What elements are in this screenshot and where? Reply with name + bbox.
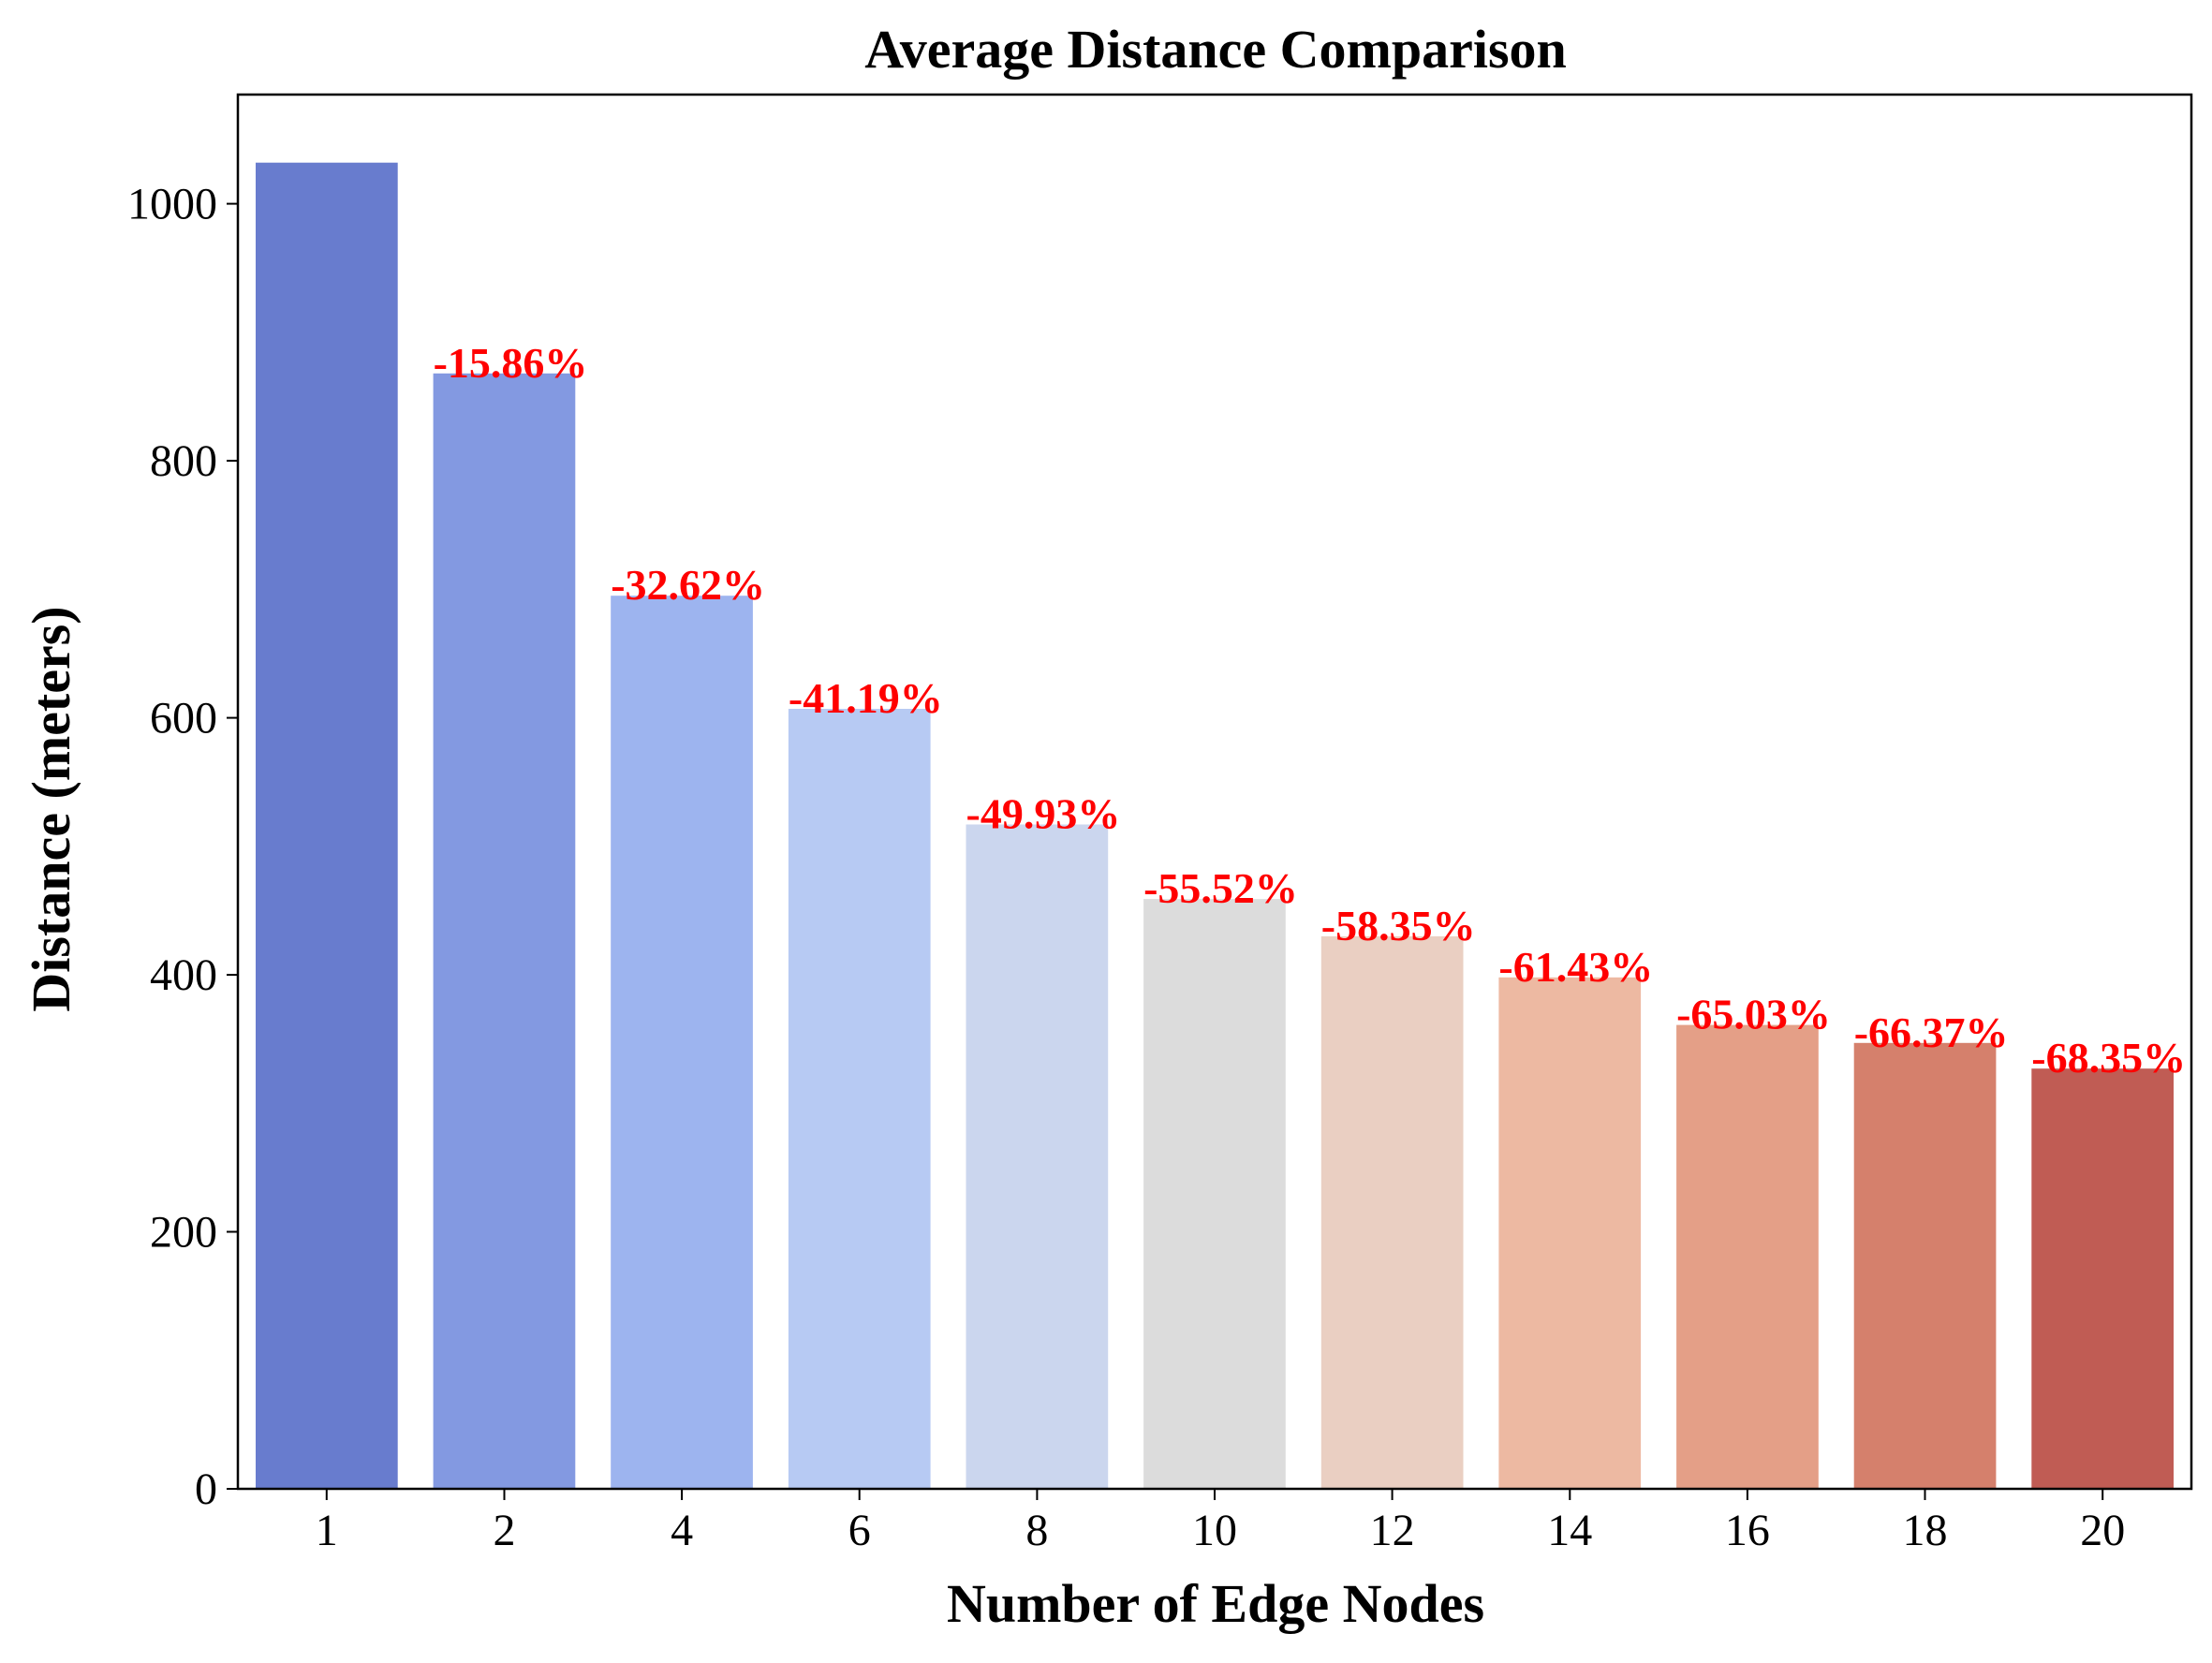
data-label-14: -61.43% — [1498, 943, 1653, 991]
x-tick-label-16: 16 — [1725, 1506, 1770, 1555]
x-tick-label-18: 18 — [1903, 1506, 1948, 1555]
bar-16 — [1676, 1024, 1819, 1489]
y-tick-label-400: 400 — [150, 950, 217, 1000]
bar-14 — [1498, 977, 1642, 1489]
x-tick-label-1: 1 — [316, 1506, 338, 1555]
data-label-4: -32.62% — [611, 561, 765, 609]
x-tick-label-12: 12 — [1370, 1506, 1415, 1555]
data-label-20: -68.35% — [2031, 1034, 2186, 1082]
data-label-18: -66.37% — [1854, 1008, 2009, 1056]
x-tick-label-2: 2 — [494, 1506, 516, 1555]
x-tick-label-20: 20 — [2080, 1506, 2125, 1555]
x-tick-label-10: 10 — [1192, 1506, 1237, 1555]
y-tick-label-0: 0 — [195, 1464, 217, 1514]
y-tick-label-800: 800 — [150, 436, 217, 486]
data-label-8: -49.93% — [966, 790, 1121, 838]
bar-6 — [788, 709, 931, 1489]
bar-2 — [433, 373, 576, 1489]
bars-layer — [256, 162, 2174, 1490]
y-axis-title: Distance (meters) — [21, 606, 81, 1011]
data-labels-layer: -15.86% -32.62% -41.19% -49.93% -55.52% -58.3… — [434, 339, 2187, 1082]
chart-title: Average Distance Comparison — [864, 19, 1567, 80]
data-label-2: -15.86% — [434, 339, 588, 387]
data-label-6: -41.19% — [789, 674, 943, 722]
x-tick-label-4: 4 — [671, 1506, 693, 1555]
data-label-12: -58.35% — [1321, 902, 1476, 949]
bar-12 — [1320, 935, 1464, 1489]
x-tick-label-6: 6 — [848, 1506, 871, 1555]
x-tick-label-14: 14 — [1547, 1506, 1592, 1555]
bar-20 — [2031, 1068, 2174, 1489]
bar-4 — [611, 596, 753, 1489]
bar-18 — [1853, 1042, 1997, 1489]
y-tick-label-1000: 1000 — [127, 180, 217, 229]
y-tick-label-600: 600 — [150, 694, 217, 743]
x-axis-title: Number of Edge Nodes — [947, 1573, 1484, 1634]
y-tick-label-200: 200 — [150, 1208, 217, 1258]
plot-frame — [236, 93, 2193, 1491]
data-label-10: -55.52% — [1143, 864, 1298, 912]
bar-8 — [966, 824, 1109, 1489]
x-tick-label-8: 8 — [1025, 1506, 1048, 1555]
bar-1 — [256, 162, 398, 1490]
data-label-16: -65.03% — [1676, 991, 1831, 1038]
bar-10 — [1143, 899, 1286, 1489]
